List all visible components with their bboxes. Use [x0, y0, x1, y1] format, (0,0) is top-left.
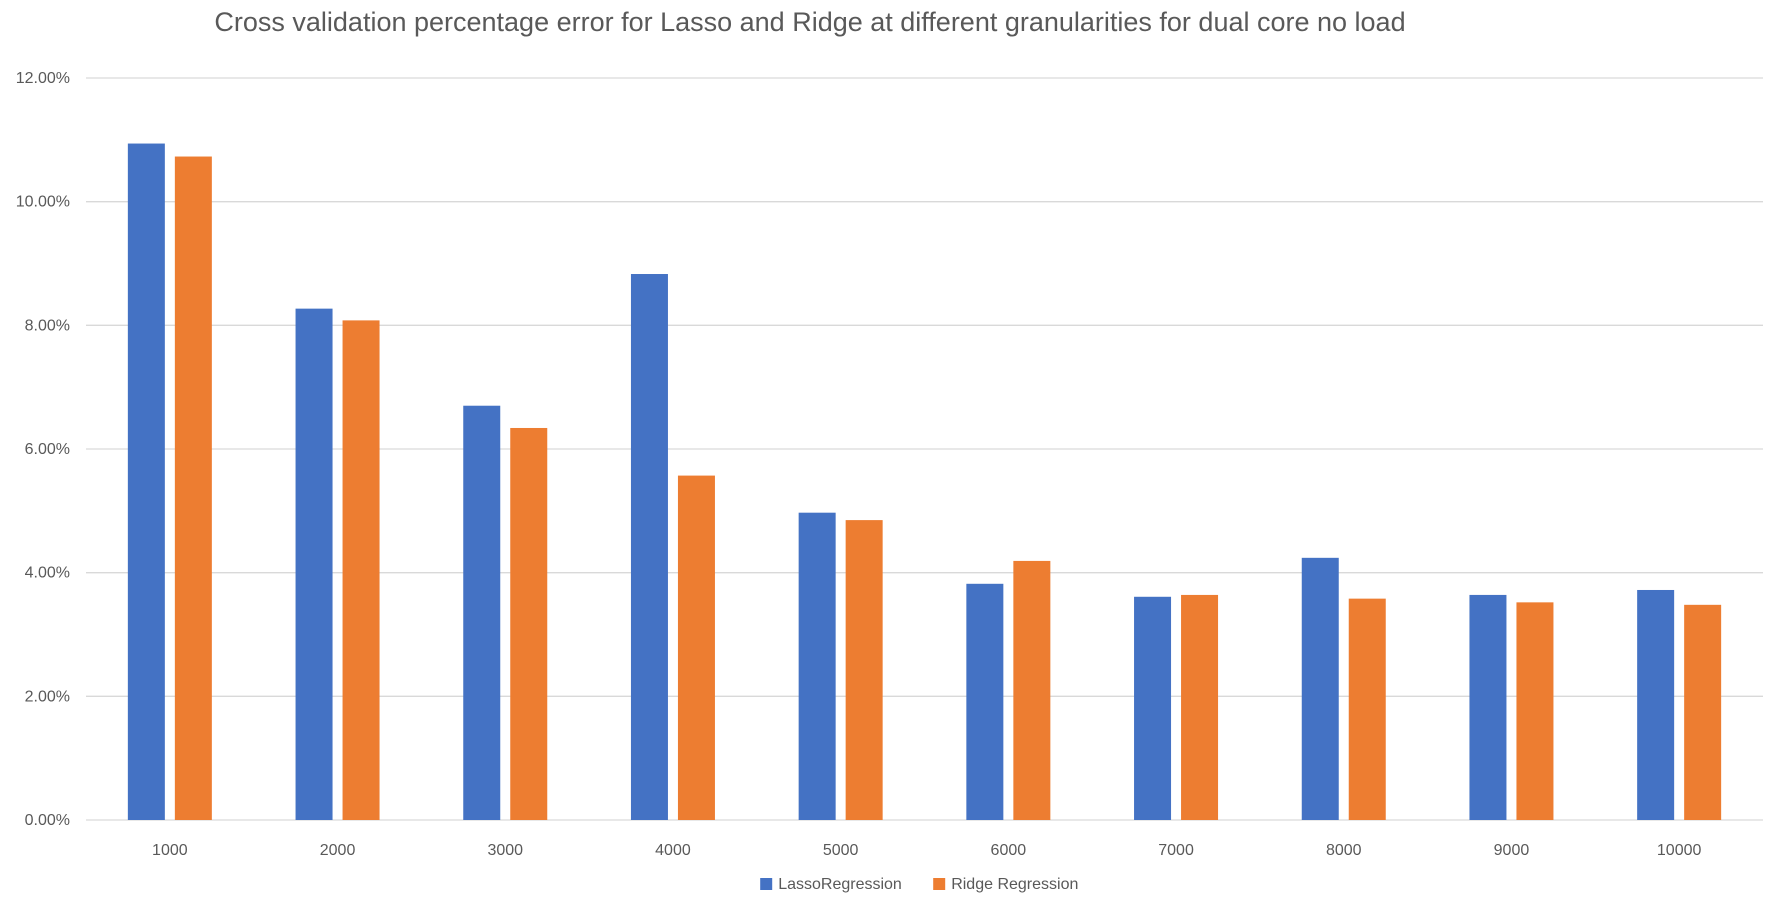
bar-lassoregression-6000 [966, 583, 1004, 820]
x-tick-label: 10000 [1657, 842, 1702, 859]
y-tick-label: 10.00% [16, 194, 70, 211]
bar-lassoregression-1000 [127, 143, 165, 820]
bar-ridge-regression-9000 [1516, 602, 1554, 820]
bar-lassoregression-4000 [630, 274, 668, 820]
bar-ridge-regression-6000 [1013, 560, 1051, 820]
bar-ridge-regression-8000 [1348, 598, 1386, 820]
bar-ridge-regression-1000 [174, 156, 212, 821]
bar-lassoregression-7000 [1134, 596, 1172, 820]
gridlines [86, 77, 1763, 821]
x-tick-label: 7000 [1158, 842, 1194, 859]
legend-label: LassoRegression [778, 876, 902, 893]
bar-ridge-regression-2000 [342, 320, 380, 820]
bar-ridge-regression-7000 [1181, 594, 1219, 820]
legend-label: Ridge Regression [951, 876, 1078, 893]
bar-lassoregression-9000 [1469, 594, 1507, 820]
y-axis-tick-labels: 0.00% 2.00% 4.00% 6.00% 8.00% 10.00% 12.00% [16, 70, 70, 829]
bar-lassoregression-10000 [1637, 589, 1675, 820]
x-tick-label: 9000 [1494, 842, 1530, 859]
x-axis-tick-labels: 1000 2000 3000 4000 5000 6000 7000 8000 9000 1000… [152, 842, 1701, 859]
x-tick-label: 4000 [655, 842, 691, 859]
y-tick-label: 6.00% [25, 441, 70, 458]
x-tick-label: 1000 [152, 842, 188, 859]
chart-title: Cross validation percentage error for La… [214, 7, 1405, 37]
y-tick-label: 2.00% [25, 688, 70, 705]
x-tick-label: 3000 [487, 842, 523, 859]
x-tick-label: 5000 [823, 842, 859, 859]
bar-lassoregression-8000 [1301, 557, 1339, 820]
bar-ridge-regression-3000 [510, 427, 548, 820]
legend-swatch [933, 878, 946, 890]
y-tick-label: 12.00% [16, 70, 70, 87]
legend-swatch [760, 878, 773, 890]
y-tick-label: 0.00% [25, 812, 70, 829]
y-tick-label: 8.00% [25, 317, 70, 334]
bar-lassoregression-5000 [798, 512, 836, 820]
bar-ridge-regression-10000 [1684, 604, 1722, 820]
bar-lassoregression-2000 [295, 308, 333, 820]
bar-lassoregression-3000 [463, 405, 501, 820]
legend: LassoRegression Ridge Regression [760, 876, 1078, 893]
x-tick-label: 8000 [1326, 842, 1362, 859]
x-tick-label: 2000 [320, 842, 356, 859]
y-tick-label: 4.00% [25, 565, 70, 582]
x-tick-label: 6000 [991, 842, 1027, 859]
bar-ridge-regression-5000 [845, 520, 883, 820]
bar-ridge-regression-4000 [677, 475, 715, 820]
bars [127, 143, 1722, 821]
